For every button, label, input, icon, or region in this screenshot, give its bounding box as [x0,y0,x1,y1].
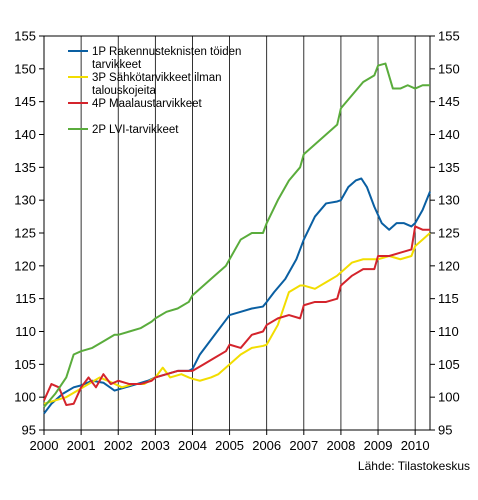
y-tick-label-left: 115 [15,291,36,306]
axes: 2000 2001 2002 2003 2004 2005 2006 2007 2008 2009… [14,29,459,454]
y-tick-label-left: 155 [14,29,36,44]
legend-label-2: 3P Sähkötarvikkeet ilman talouskojeita [92,72,222,97]
y-tick-label-left: 135 [14,160,36,175]
x-tick-label: 2005 [215,438,244,453]
legend-label-3: 4P Maalaustarvikkeet [92,98,203,110]
source-label: Lähde: Tilastokeskus [358,459,470,473]
y-tick-label-left: 130 [14,193,36,208]
y-tick-label-left: 100 [14,390,36,405]
series-line-1 [43,177,431,415]
y-tick-label-left: 105 [14,357,36,372]
x-tick-label: 2010 [401,438,430,453]
y-tick-label-right: 120 [438,258,460,273]
x-tick-label: 2006 [252,438,281,453]
y-tick-label-right: 155 [438,29,460,44]
series-line-4 [43,62,430,408]
x-tick-label: 2001 [67,438,96,453]
legend: 1P Rakennusteknisten töiden tarvikkeet3P … [68,46,241,136]
x-tick-label: 2008 [326,438,355,453]
y-tick-label-right: 105 [438,357,460,372]
series-line-2 [43,232,431,405]
y-tick-label-right: 110 [438,324,459,339]
y-tick-label-right: 150 [438,61,460,76]
x-tick-label: 2009 [364,438,393,453]
y-tick-label-right: 145 [438,94,460,109]
x-tick-label: 2004 [178,438,207,453]
y-tick-label-left: 125 [14,226,36,241]
x-tick-label: 2003 [141,438,170,453]
y-tick-label-left: 120 [14,258,36,273]
y-tick-label-left: 150 [14,61,36,76]
y-tick-label-left: 95 [22,423,36,438]
y-tick-label-left: 110 [15,324,36,339]
y-tick-label-right: 100 [438,390,460,405]
y-tick-label-right: 115 [438,291,459,306]
y-tick-label-left: 140 [14,127,36,142]
y-tick-label-right: 130 [438,193,460,208]
y-tick-label-right: 95 [438,423,452,438]
y-tick-label-left: 145 [14,94,36,109]
grid-lines [80,36,416,430]
x-tick-label: 2007 [289,438,318,453]
y-tick-label-right: 125 [438,226,460,241]
series-lines [43,62,431,415]
y-tick-label-right: 140 [438,127,460,142]
series-line-3 [43,225,430,407]
y-tick-label-right: 135 [438,160,460,175]
legend-label-1: 1P Rakennusteknisten töiden tarvikkeet [92,46,241,71]
x-tick-label: 2000 [30,438,59,453]
legend-label-4: 2P LVI-tarvikkeet [92,124,179,136]
x-tick-label: 2002 [104,438,133,453]
